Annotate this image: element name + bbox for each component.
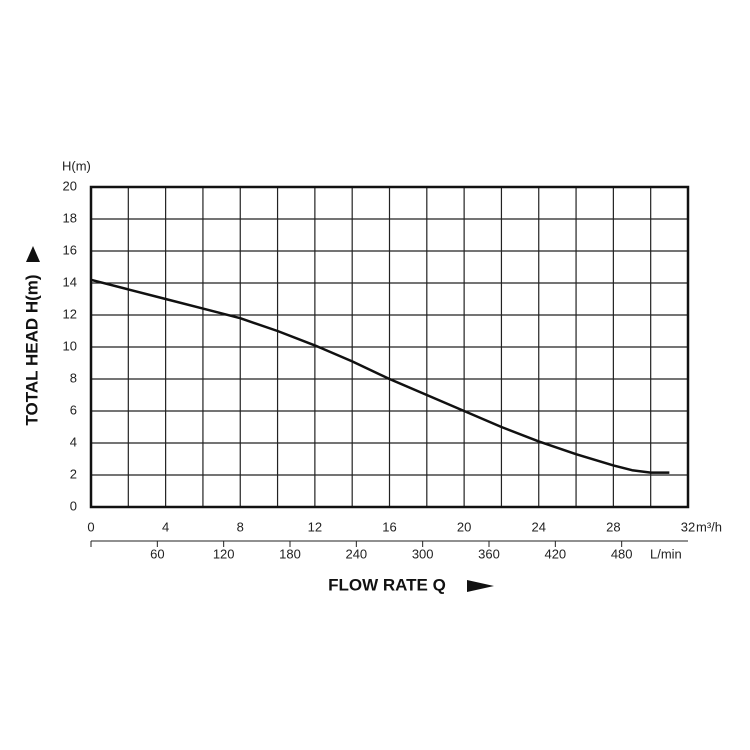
x2-tick-label: 480 [611, 546, 633, 561]
x2-tick-label: 120 [213, 546, 235, 561]
x2-tick-label: 60 [150, 546, 164, 561]
y-tick-label: 20 [63, 178, 77, 193]
y-tick-label: 0 [70, 498, 77, 513]
y-tick-label: 12 [63, 306, 77, 321]
x2-tick-label: 300 [412, 546, 434, 561]
x2-axis-unit: L/min [650, 546, 682, 561]
x-tick-label: 16 [382, 519, 396, 534]
x2-tick-label: 240 [345, 546, 367, 561]
x-tick-label: 8 [237, 519, 244, 534]
y-tick-label: 4 [70, 434, 77, 449]
x-tick-label: 20 [457, 519, 471, 534]
curve [90, 278, 670, 474]
plot-frame [89, 185, 690, 509]
y-tick-label: 2 [70, 466, 77, 481]
x2-tick-label: 360 [478, 546, 500, 561]
x2-tick-label: 420 [544, 546, 566, 561]
x-tick-label: 32 [681, 519, 695, 534]
x-tick-label: 12 [308, 519, 322, 534]
y-tick-label: 14 [63, 274, 77, 289]
x-arrow [467, 580, 494, 592]
x-tick-label: 24 [532, 519, 546, 534]
y-tick-label: 10 [63, 338, 77, 353]
y-tick-label: 8 [70, 370, 77, 385]
x2-tick-label: 180 [279, 546, 301, 561]
y-tick-label: 16 [63, 242, 77, 257]
y-arrow [26, 246, 40, 262]
y-tick-label: 6 [70, 402, 77, 417]
x-tick-label: 4 [162, 519, 169, 534]
x-tick-label: 0 [87, 519, 94, 534]
x-axis-unit: m³/h [696, 519, 722, 534]
y-axis-unit: H(m) [62, 158, 91, 173]
y-axis-title: TOTAL HEAD H(m) [22, 274, 41, 425]
x-tick-label: 28 [606, 519, 620, 534]
x-axis-title: FLOW RATE Q [328, 575, 446, 594]
y-tick-label: 18 [63, 210, 77, 225]
